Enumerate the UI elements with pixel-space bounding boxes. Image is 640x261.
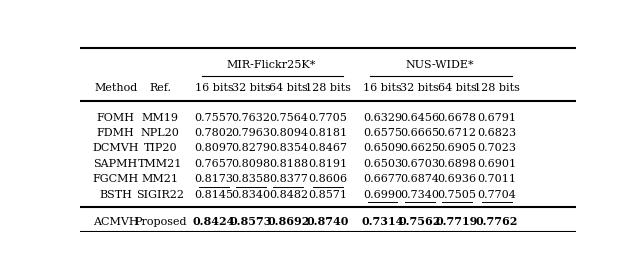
Text: TMM21: TMM21 <box>138 159 182 169</box>
Text: 0.8279: 0.8279 <box>232 143 271 153</box>
Text: 0.8145: 0.8145 <box>195 189 234 200</box>
Text: 0.7705: 0.7705 <box>308 112 348 123</box>
Text: FOMH: FOMH <box>97 112 134 123</box>
Text: 0.8173: 0.8173 <box>195 174 234 184</box>
Text: 64 bits: 64 bits <box>438 82 476 93</box>
Text: 0.6678: 0.6678 <box>438 112 476 123</box>
Text: 0.6936: 0.6936 <box>437 174 477 184</box>
Text: 0.8188: 0.8188 <box>269 159 308 169</box>
Text: ACMVH: ACMVH <box>93 217 138 227</box>
Text: 0.7011: 0.7011 <box>477 174 516 184</box>
Text: 0.6509: 0.6509 <box>363 143 402 153</box>
Text: FDMH: FDMH <box>97 128 134 138</box>
Text: 0.6823: 0.6823 <box>477 128 516 138</box>
Text: 0.7023: 0.7023 <box>477 143 516 153</box>
Text: 0.8571: 0.8571 <box>308 189 348 200</box>
Text: 32 bits: 32 bits <box>401 82 439 93</box>
Text: 128 bits: 128 bits <box>474 82 520 93</box>
Text: 32 bits: 32 bits <box>232 82 271 93</box>
Text: 0.8097: 0.8097 <box>195 143 234 153</box>
Text: 0.8424: 0.8424 <box>193 216 235 227</box>
Text: NPL20: NPL20 <box>141 128 180 138</box>
Text: 0.8094: 0.8094 <box>269 128 308 138</box>
Text: 0.7505: 0.7505 <box>438 189 476 200</box>
Text: SIGIR22: SIGIR22 <box>136 189 184 200</box>
Text: Ref.: Ref. <box>149 82 172 93</box>
Text: Method: Method <box>94 82 138 93</box>
Text: 0.6329: 0.6329 <box>363 112 402 123</box>
Text: 0.7657: 0.7657 <box>195 159 234 169</box>
Text: Proposed: Proposed <box>134 217 187 227</box>
Text: 0.8358: 0.8358 <box>232 174 271 184</box>
Text: 16 bits: 16 bits <box>363 82 402 93</box>
Text: 0.7632: 0.7632 <box>232 112 271 123</box>
Text: 0.8740: 0.8740 <box>307 216 349 227</box>
Text: MM19: MM19 <box>142 112 179 123</box>
Text: 0.6503: 0.6503 <box>363 159 402 169</box>
Text: 0.6665: 0.6665 <box>400 128 439 138</box>
Text: BSTH: BSTH <box>99 189 132 200</box>
Text: FGCMH: FGCMH <box>93 174 139 184</box>
Text: 0.8340: 0.8340 <box>232 189 271 200</box>
Text: 0.8191: 0.8191 <box>308 159 348 169</box>
Text: 0.7564: 0.7564 <box>269 112 308 123</box>
Text: 0.8377: 0.8377 <box>269 174 308 184</box>
Text: 0.6575: 0.6575 <box>363 128 402 138</box>
Text: 0.7557: 0.7557 <box>195 112 234 123</box>
Text: 0.7802: 0.7802 <box>195 128 234 138</box>
Text: 0.8606: 0.8606 <box>308 174 348 184</box>
Text: MIR-Flickr25K*: MIR-Flickr25K* <box>227 60 316 70</box>
Text: 0.7340: 0.7340 <box>400 189 439 200</box>
Text: 0.6703: 0.6703 <box>400 159 439 169</box>
Text: 0.8692: 0.8692 <box>267 216 310 227</box>
Text: 16 bits: 16 bits <box>195 82 234 93</box>
Text: TIP20: TIP20 <box>143 143 177 153</box>
Text: DCMVH: DCMVH <box>92 143 139 153</box>
Text: 0.7562: 0.7562 <box>399 216 441 227</box>
Text: SAPMH: SAPMH <box>93 159 138 169</box>
Text: 0.6677: 0.6677 <box>363 174 402 184</box>
Text: 0.8098: 0.8098 <box>232 159 271 169</box>
Text: 0.8354: 0.8354 <box>269 143 308 153</box>
Text: 0.7963: 0.7963 <box>232 128 271 138</box>
Text: 0.6456: 0.6456 <box>400 112 439 123</box>
Text: 0.7719: 0.7719 <box>436 216 478 227</box>
Text: 0.6712: 0.6712 <box>438 128 476 138</box>
Text: 0.6990: 0.6990 <box>363 189 402 200</box>
Text: 64 bits: 64 bits <box>269 82 308 93</box>
Text: 0.7314: 0.7314 <box>362 216 404 227</box>
Text: 0.6898: 0.6898 <box>437 159 477 169</box>
Text: 0.6905: 0.6905 <box>437 143 477 153</box>
Text: 0.7762: 0.7762 <box>476 216 518 227</box>
Text: 0.8467: 0.8467 <box>308 143 348 153</box>
Text: 128 bits: 128 bits <box>305 82 351 93</box>
Text: 0.6901: 0.6901 <box>477 159 516 169</box>
Text: 0.7704: 0.7704 <box>477 189 516 200</box>
Text: 0.6625: 0.6625 <box>400 143 439 153</box>
Text: NUS-WIDE*: NUS-WIDE* <box>405 60 474 70</box>
Text: MM21: MM21 <box>142 174 179 184</box>
Text: 0.8181: 0.8181 <box>308 128 348 138</box>
Text: 0.8482: 0.8482 <box>269 189 308 200</box>
Text: 0.6791: 0.6791 <box>477 112 516 123</box>
Text: 0.8573: 0.8573 <box>230 216 273 227</box>
Text: 0.6874: 0.6874 <box>400 174 439 184</box>
